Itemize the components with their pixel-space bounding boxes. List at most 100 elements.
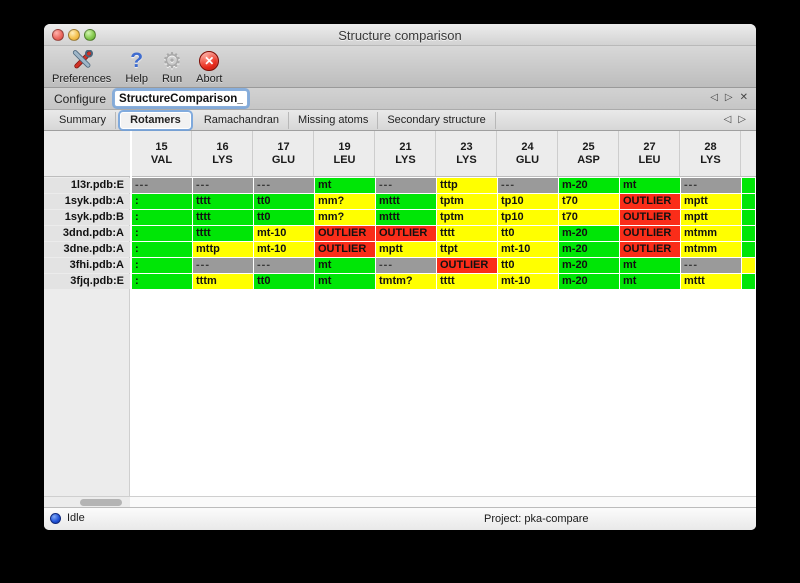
tab-secondary-structure[interactable]: Secondary structure [378, 111, 496, 129]
rotamer-cell[interactable]: OUTLIER [376, 226, 436, 241]
rotamer-cell[interactable]: --- [132, 178, 192, 193]
rotamer-cell[interactable]: OUTLIER [620, 194, 680, 209]
rotamer-cell-partial[interactable] [742, 258, 755, 273]
rotamer-cell[interactable]: tptm [437, 210, 497, 225]
rotamer-cell[interactable]: mt [315, 274, 375, 289]
rotamer-cell[interactable]: --- [193, 178, 253, 193]
cell-grid: --- --- --- mt --- tttp --- m-20 mt ---: tttt tt0 mm… [132, 178, 756, 290]
rotamer-cell[interactable]: OUTLIER [620, 242, 680, 257]
close-icon[interactable]: ✕ [739, 92, 748, 103]
rotamer-cell[interactable]: mttt [376, 210, 436, 225]
rotamer-cell[interactable]: m-20 [559, 258, 619, 273]
minimize-window-icon[interactable] [68, 29, 80, 41]
rotamer-cell[interactable]: m-20 [559, 178, 619, 193]
rotamer-cell[interactable]: mt-10 [498, 274, 558, 289]
rotamer-cell[interactable]: --- [498, 178, 558, 193]
configure-name-input[interactable] [114, 90, 249, 107]
rotamer-cell[interactable]: mt [620, 258, 680, 273]
rotamer-cell-partial[interactable] [742, 226, 755, 241]
rotamer-cell[interactable]: OUTLIER [620, 226, 680, 241]
rotamer-cell[interactable]: tttt [193, 210, 253, 225]
rotamer-cell[interactable]: mt [315, 258, 375, 273]
rotamer-cell[interactable]: : [132, 226, 192, 241]
rotamer-cell[interactable]: mt-10 [254, 226, 314, 241]
rotamer-cell[interactable]: tttt [193, 194, 253, 209]
rotamer-cell[interactable]: mptt [681, 210, 741, 225]
rotamer-cell[interactable]: tt0 [254, 210, 314, 225]
rotamer-cell[interactable]: t70 [559, 210, 619, 225]
rotamer-cell[interactable]: tt0 [254, 274, 314, 289]
rotamer-cell[interactable]: mm? [315, 210, 375, 225]
rotamer-cell[interactable]: --- [254, 258, 314, 273]
tab-back-icon[interactable]: ◁ [723, 114, 732, 125]
rotamer-cell[interactable]: t70 [559, 194, 619, 209]
rotamer-cell[interactable]: tt0 [498, 226, 558, 241]
rotamer-cell[interactable]: --- [376, 258, 436, 273]
rotamer-cell[interactable]: --- [376, 178, 436, 193]
tab-missing-atoms[interactable]: Missing atoms [289, 111, 379, 129]
abort-icon: ✕ [199, 49, 220, 73]
rotamer-cell[interactable]: tttt [437, 274, 497, 289]
rotamer-cell[interactable]: : [132, 210, 192, 225]
rotamer-cell-partial[interactable] [742, 210, 755, 225]
tab-forward-icon[interactable]: ▷ [738, 114, 746, 125]
rotamer-cell[interactable]: mtmm [681, 226, 741, 241]
rotamer-cell[interactable]: --- [193, 258, 253, 273]
rotamer-cell[interactable]: mttt [376, 194, 436, 209]
rotamer-cell[interactable]: OUTLIER [315, 242, 375, 257]
rotamer-cell[interactable]: : [132, 258, 192, 273]
zoom-window-icon[interactable] [84, 29, 96, 41]
rotamer-cell[interactable]: mt-10 [498, 242, 558, 257]
rotamer-cell[interactable]: tttt [437, 226, 497, 241]
rotamer-cell[interactable]: mtmm [681, 242, 741, 257]
rotamer-cell[interactable]: mptt [376, 242, 436, 257]
tab-rotamers[interactable]: Rotamers [120, 111, 191, 129]
rotamer-cell[interactable]: tttp [437, 178, 497, 193]
rotamer-cell[interactable]: mt [315, 178, 375, 193]
rotamer-cell[interactable]: m-20 [559, 242, 619, 257]
rotamer-cell[interactable]: tptm [437, 194, 497, 209]
rotamer-cell[interactable]: --- [681, 178, 741, 193]
run-button[interactable]: ⚙ Run [162, 48, 182, 85]
rotamer-cell[interactable]: tttm [193, 274, 253, 289]
help-button[interactable]: ? Help [125, 49, 148, 85]
rotamer-cell[interactable]: m-20 [559, 226, 619, 241]
scrollbar-thumb[interactable] [80, 499, 122, 506]
rotamer-cell[interactable]: tttt [193, 226, 253, 241]
rotamer-cell[interactable]: tt0 [254, 194, 314, 209]
rotamer-cell-partial[interactable] [742, 274, 755, 289]
rotamer-cell[interactable]: mt [620, 274, 680, 289]
rotamer-cell[interactable]: tp10 [498, 210, 558, 225]
rotamer-cell[interactable]: m-20 [559, 274, 619, 289]
rotamer-cell-partial[interactable] [742, 194, 755, 209]
rotamer-cell[interactable]: mm? [315, 194, 375, 209]
rotamer-cell[interactable]: --- [681, 258, 741, 273]
rotamer-cell[interactable]: mttp [193, 242, 253, 257]
rotamer-cell[interactable]: tp10 [498, 194, 558, 209]
back-icon[interactable]: ◁ [710, 92, 718, 103]
tab-summary[interactable]: Summary [50, 111, 117, 129]
rotamer-cell[interactable]: ttpt [437, 242, 497, 257]
abort-button[interactable]: ✕ Abort [196, 49, 222, 85]
rotamer-cell-partial[interactable] [742, 178, 755, 193]
rotamer-cell-partial[interactable] [742, 242, 755, 257]
rotamer-cell[interactable]: : [132, 194, 192, 209]
rotamer-cell[interactable]: --- [254, 178, 314, 193]
preferences-button[interactable]: Preferences [52, 49, 111, 85]
close-window-icon[interactable] [52, 29, 64, 41]
title-bar: Structure comparison [44, 24, 756, 46]
rotamer-cell[interactable]: OUTLIER [437, 258, 497, 273]
rotamer-cell[interactable]: tmtm? [376, 274, 436, 289]
tab-ramachandran[interactable]: Ramachandran [195, 111, 290, 129]
rotamer-cell[interactable]: mt [620, 178, 680, 193]
rotamer-cell[interactable]: mptt [681, 194, 741, 209]
rotamer-cell[interactable]: : [132, 242, 192, 257]
rotamer-cell[interactable]: tt0 [498, 258, 558, 273]
rotamer-cell[interactable]: OUTLIER [315, 226, 375, 241]
rotamer-cell[interactable]: : [132, 274, 192, 289]
rotamer-cell[interactable]: OUTLIER [620, 210, 680, 225]
rotamer-cell[interactable]: mt-10 [254, 242, 314, 257]
forward-icon[interactable]: ▷ [724, 92, 733, 103]
rotamer-cell[interactable]: mttt [681, 274, 741, 289]
horizontal-scrollbar[interactable] [44, 496, 756, 507]
